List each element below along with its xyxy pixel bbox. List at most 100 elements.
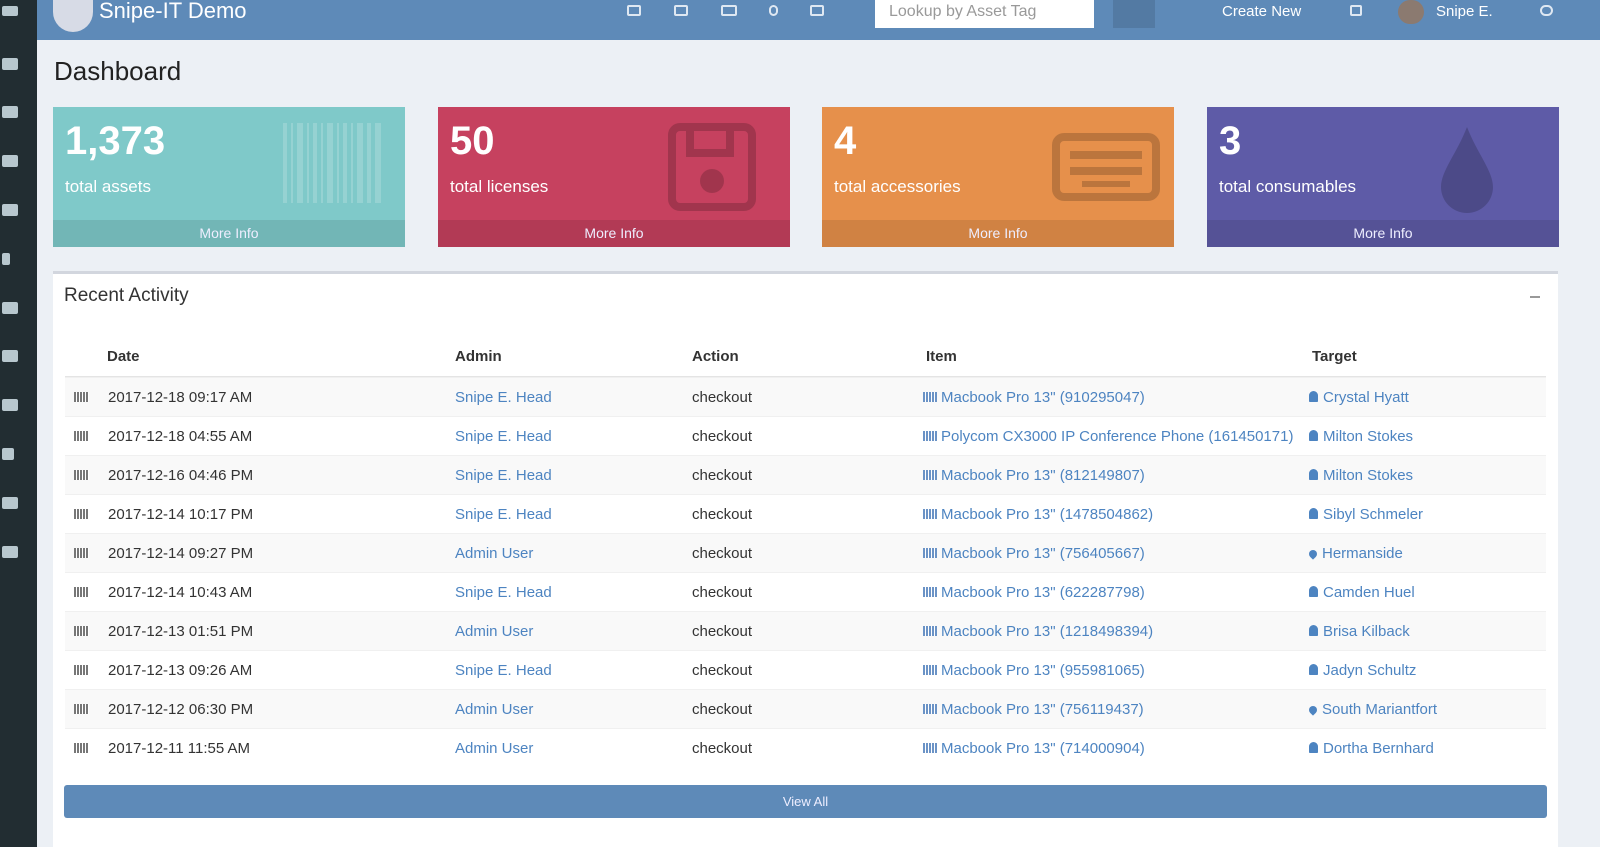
tile-icon: [1052, 133, 1160, 201]
item-cell[interactable]: Macbook Pro 13" (955981065): [923, 662, 1145, 679]
admin: Admin User: [455, 623, 534, 640]
components-icon[interactable]: [810, 5, 824, 16]
item-icon: [923, 743, 937, 753]
activity-row: 2017-12-12 06:30 PM Admin User checkout Mac…: [65, 689, 1546, 729]
target: Jadyn Schultz: [1323, 662, 1417, 679]
date: 2017-12-14 09:27 PM: [108, 545, 254, 562]
admin-cell[interactable]: Snipe E. Head: [455, 662, 552, 679]
admin-cell[interactable]: Snipe E. Head: [455, 428, 552, 445]
stat-value: 3: [1219, 119, 1242, 163]
item: Macbook Pro 13" (910295047): [941, 389, 1145, 406]
admin-cell[interactable]: Admin User: [455, 701, 533, 718]
nav-accessories[interactable]: [2, 204, 18, 216]
page-title: Dashboard: [54, 56, 182, 86]
tile-icon: [1441, 127, 1493, 213]
nav-components[interactable]: [2, 302, 18, 314]
item-cell[interactable]: Macbook Pro 13" (756119437): [923, 701, 1144, 718]
activity-row: 2017-12-13 09:26 AM Snipe E. Head checkout…: [65, 650, 1546, 690]
admin-cell[interactable]: Admin User: [455, 740, 533, 757]
date-cell: 2017-12-13 09:26 AM: [108, 662, 252, 679]
nav-import[interactable]: [2, 399, 18, 411]
user-menu[interactable]: Snipe E.: [1436, 3, 1493, 20]
admin-cell[interactable]: Snipe E. Head: [455, 584, 552, 601]
nav-dashboard[interactable]: [2, 58, 18, 70]
more-info-link[interactable]: More Info: [438, 220, 790, 247]
nav-licenses[interactable]: [2, 155, 18, 167]
logo[interactable]: [53, 0, 93, 32]
admin-cell[interactable]: Snipe E. Head: [455, 506, 552, 523]
item-icon: [923, 626, 937, 636]
admin-cell[interactable]: Admin User: [455, 545, 533, 562]
more-info-link[interactable]: More Info: [53, 220, 405, 247]
create-new-menu[interactable]: Create New: [1222, 3, 1302, 20]
target-cell[interactable]: Milton Stokes: [1309, 428, 1413, 445]
avatar[interactable]: [1398, 0, 1424, 24]
view-all-button[interactable]: View All: [64, 785, 1547, 818]
nav-reports[interactable]: [2, 497, 18, 509]
table-header: Date Admin Action Item Target: [65, 334, 1546, 378]
target-cell[interactable]: South Mariantfort: [1307, 701, 1437, 718]
target-cell[interactable]: Brisa Kilback: [1309, 623, 1410, 640]
action: checkout: [692, 389, 753, 406]
column-header: Action: [692, 348, 739, 365]
action-cell: checkout: [692, 623, 752, 640]
date-cell: 2017-12-16 04:46 PM: [108, 467, 253, 484]
target-cell[interactable]: Jadyn Schultz: [1309, 662, 1416, 679]
item-cell[interactable]: Macbook Pro 13" (756405667): [923, 545, 1145, 562]
item-cell[interactable]: Macbook Pro 13" (714000904): [923, 740, 1145, 757]
flag-icon[interactable]: [1350, 5, 1362, 16]
item: Macbook Pro 13" (622287798): [941, 584, 1145, 601]
item-cell[interactable]: Macbook Pro 13" (812149807): [923, 467, 1145, 484]
assets-icon[interactable]: [627, 5, 641, 16]
item-cell[interactable]: Macbook Pro 13" (622287798): [923, 584, 1145, 601]
column-header: Admin: [455, 348, 502, 365]
item-icon: [923, 548, 937, 558]
menu-toggle[interactable]: [2, 6, 18, 16]
activity-row: 2017-12-14 10:17 PM Snipe E. Head checkout…: [65, 494, 1546, 534]
brand[interactable]: Snipe-IT Demo: [99, 0, 247, 23]
target: Milton Stokes: [1323, 428, 1414, 445]
collapse-button[interactable]: [1530, 296, 1540, 298]
date-cell: 2017-12-14 10:43 AM: [108, 584, 252, 601]
target-icon: [1309, 625, 1318, 636]
item-cell[interactable]: Macbook Pro 13" (910295047): [923, 389, 1145, 406]
nav-consumables[interactable]: [2, 253, 10, 265]
stat-value: 1,373: [65, 119, 166, 163]
action: checkout: [692, 701, 753, 718]
nav-people[interactable]: [2, 350, 18, 362]
target-icon: [1309, 742, 1318, 753]
target-icon: [1309, 586, 1318, 597]
action: checkout: [692, 428, 753, 445]
action: checkout: [692, 506, 753, 523]
admin-cell[interactable]: Snipe E. Head: [455, 389, 552, 406]
target-cell[interactable]: Milton Stokes: [1309, 467, 1413, 484]
target-cell[interactable]: Camden Huel: [1309, 584, 1415, 601]
nav-settings[interactable]: [2, 448, 14, 460]
item-icon: [923, 470, 937, 480]
asset-tag-search[interactable]: Lookup by Asset Tag: [875, 0, 1094, 28]
target-cell[interactable]: Crystal Hyatt: [1309, 389, 1409, 406]
admin-cell[interactable]: Admin User: [455, 623, 533, 640]
admin-cell[interactable]: Snipe E. Head: [455, 467, 552, 484]
more-info-link[interactable]: More Info: [1207, 220, 1559, 247]
licenses-icon[interactable]: [674, 5, 688, 16]
item-cell[interactable]: Macbook Pro 13" (1478504862): [923, 506, 1153, 523]
accessories-icon[interactable]: [721, 5, 737, 16]
settings-icon[interactable]: [1540, 5, 1553, 16]
consumables-icon[interactable]: [769, 5, 778, 16]
target-cell[interactable]: Sibyl Schmeler: [1309, 506, 1423, 523]
nav-assets[interactable]: [2, 106, 18, 118]
item-cell[interactable]: Macbook Pro 13" (1218498394): [923, 623, 1153, 640]
target-cell[interactable]: Hermanside: [1307, 545, 1403, 562]
activity-row: 2017-12-16 04:46 PM Snipe E. Head checkout…: [65, 455, 1546, 495]
item-cell[interactable]: Polycom CX3000 IP Conference Phone (1614…: [923, 428, 1293, 445]
more-info-link[interactable]: More Info: [822, 220, 1174, 247]
search-button[interactable]: [1113, 0, 1155, 28]
action-cell: checkout: [692, 506, 752, 523]
nav-requestable[interactable]: [2, 546, 18, 558]
target-icon: [1309, 508, 1318, 519]
item: Polycom CX3000 IP Conference Phone (1614…: [941, 428, 1294, 445]
target-cell[interactable]: Dortha Bernhard: [1309, 740, 1434, 757]
admin: Snipe E. Head: [455, 662, 552, 679]
